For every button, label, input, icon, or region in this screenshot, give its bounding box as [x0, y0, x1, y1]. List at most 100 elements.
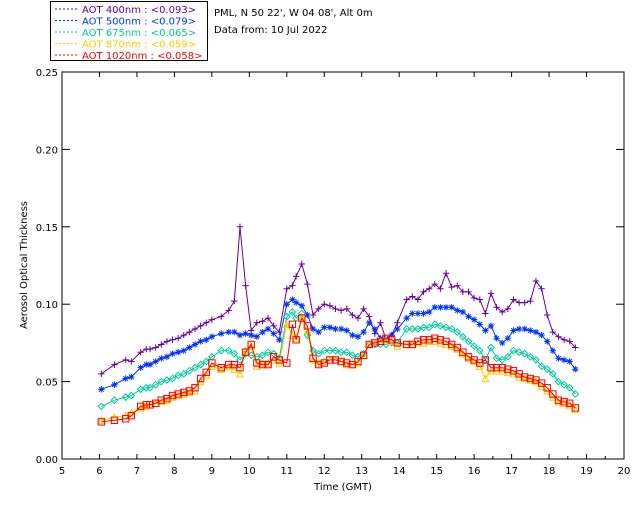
- data-point: [414, 310, 422, 317]
- data-point: [142, 401, 151, 409]
- data-point: [353, 358, 362, 367]
- y-tick-label: 0.00: [36, 455, 58, 466]
- data-point: [394, 325, 401, 333]
- data-point: [431, 280, 438, 288]
- data-point: [470, 316, 478, 323]
- x-tick-label: 19: [580, 466, 593, 477]
- data-point: [258, 358, 267, 367]
- x-tick-label: 6: [96, 466, 102, 477]
- data-point: [359, 349, 368, 358]
- data-point: [481, 374, 490, 383]
- data-point: [127, 391, 136, 400]
- data-point: [331, 346, 340, 355]
- data-point: [197, 338, 204, 345]
- data-point: [174, 371, 183, 380]
- data-point: [191, 384, 199, 392]
- x-tick-label: 13: [355, 466, 368, 477]
- data-point: [146, 383, 154, 392]
- data-point: [402, 325, 411, 333]
- data-point: [482, 310, 489, 317]
- data-point: [555, 333, 562, 340]
- data-point: [309, 325, 317, 333]
- data-point: [326, 302, 334, 309]
- data-point: [304, 280, 311, 288]
- data-point: [354, 314, 362, 322]
- data-point: [97, 415, 106, 424]
- x-tick-label: 5: [59, 466, 65, 477]
- data-point: [326, 324, 334, 331]
- data-point: [337, 307, 345, 314]
- x-tick-label: 15: [430, 466, 443, 477]
- data-point: [414, 325, 422, 333]
- data-point: [499, 339, 506, 347]
- data-point: [225, 307, 232, 314]
- series-layer: [97, 223, 580, 426]
- data-point: [264, 360, 272, 369]
- data-point: [235, 369, 244, 378]
- data-point: [292, 333, 301, 342]
- data-point: [465, 288, 472, 296]
- data-point: [414, 337, 422, 346]
- data-point: [454, 282, 461, 289]
- data-point: [348, 351, 357, 360]
- data-point: [337, 325, 345, 333]
- data-point: [191, 363, 199, 372]
- data-point: [236, 363, 244, 372]
- data-point: [264, 348, 272, 357]
- data-point: [503, 352, 512, 361]
- data-point: [98, 370, 105, 378]
- data-point: [447, 325, 456, 333]
- x-tick-label: 7: [134, 466, 140, 477]
- data-point: [560, 380, 568, 389]
- data-point: [459, 308, 467, 316]
- data-point: [217, 363, 225, 372]
- data-point: [169, 336, 176, 344]
- data-point: [492, 354, 501, 363]
- data-point: [464, 354, 473, 363]
- data-point: [97, 418, 106, 426]
- data-point: [196, 374, 205, 383]
- x-tick-label: 20: [618, 466, 631, 477]
- data-point: [498, 356, 507, 364]
- data-point: [298, 314, 306, 322]
- data-point: [537, 362, 546, 371]
- data-point: [515, 299, 523, 306]
- x-tick-label: 12: [318, 466, 331, 477]
- data-point: [565, 399, 574, 407]
- data-point: [342, 360, 351, 369]
- data-point: [532, 356, 540, 364]
- data-point: [332, 305, 339, 313]
- legend-items: AOT 400nm : <0.093>AOT 500nm : <0.079>AO…: [55, 5, 202, 62]
- data-point: [315, 305, 322, 313]
- data-point: [565, 383, 574, 392]
- data-point: [152, 358, 159, 365]
- data-point: [349, 311, 356, 319]
- y-tick-label: 0.25: [36, 68, 58, 79]
- data-point: [360, 305, 367, 313]
- legend: AOT 400nm : <0.093>AOT 500nm : <0.079>AO…: [50, 1, 208, 62]
- data-point: [510, 327, 517, 334]
- data-point: [127, 411, 136, 420]
- data-point: [447, 341, 456, 350]
- x-axis-label: Time (GMT): [313, 482, 372, 493]
- data-point: [504, 335, 512, 342]
- data-point: [554, 377, 563, 386]
- data-point: [371, 339, 379, 347]
- data-point: [157, 397, 166, 406]
- data-point: [151, 380, 160, 389]
- series-line: [101, 316, 576, 423]
- data-point: [298, 260, 305, 268]
- data-point: [303, 326, 312, 335]
- data-point: [465, 313, 472, 320]
- data-point: [504, 365, 512, 373]
- data-point: [146, 401, 154, 409]
- data-point: [520, 349, 529, 358]
- data-point: [292, 273, 300, 280]
- data-point: [571, 405, 580, 414]
- data-point: [425, 337, 434, 346]
- data-point: [425, 285, 433, 292]
- data-point: [442, 304, 450, 311]
- data-point: [560, 336, 568, 344]
- legend-box: [50, 1, 208, 61]
- data-point: [258, 351, 267, 360]
